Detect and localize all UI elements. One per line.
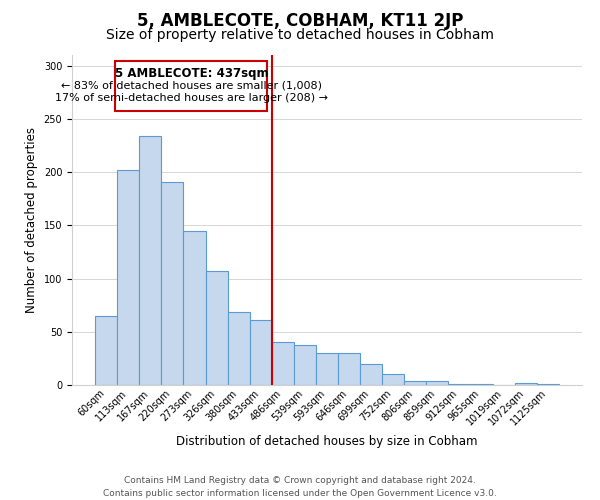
Text: Size of property relative to detached houses in Cobham: Size of property relative to detached ho…	[106, 28, 494, 42]
FancyBboxPatch shape	[115, 62, 268, 112]
Bar	[360, 364, 382, 385]
Text: 5 AMBLECOTE: 437sqm: 5 AMBLECOTE: 437sqm	[115, 66, 268, 80]
Bar	[515, 383, 537, 385]
Bar	[250, 320, 272, 385]
Bar	[338, 353, 360, 385]
Bar	[470, 384, 493, 385]
Bar	[294, 344, 316, 385]
Text: 5, AMBLECOTE, COBHAM, KT11 2JP: 5, AMBLECOTE, COBHAM, KT11 2JP	[137, 12, 463, 30]
Bar	[117, 170, 139, 385]
Bar	[184, 230, 206, 385]
Bar	[404, 380, 427, 385]
Bar	[139, 136, 161, 385]
Bar	[427, 380, 448, 385]
Y-axis label: Number of detached properties: Number of detached properties	[25, 127, 38, 313]
Bar	[161, 182, 184, 385]
Text: Contains HM Land Registry data © Crown copyright and database right 2024.
Contai: Contains HM Land Registry data © Crown c…	[103, 476, 497, 498]
Bar	[272, 342, 294, 385]
Bar	[206, 271, 227, 385]
Bar	[448, 384, 470, 385]
Bar	[382, 374, 404, 385]
Text: 17% of semi-detached houses are larger (208) →: 17% of semi-detached houses are larger (…	[55, 94, 328, 104]
Bar	[316, 353, 338, 385]
X-axis label: Distribution of detached houses by size in Cobham: Distribution of detached houses by size …	[176, 436, 478, 448]
Bar	[227, 312, 250, 385]
Bar	[95, 316, 117, 385]
Bar	[537, 384, 559, 385]
Text: ← 83% of detached houses are smaller (1,008): ← 83% of detached houses are smaller (1,…	[61, 80, 322, 90]
